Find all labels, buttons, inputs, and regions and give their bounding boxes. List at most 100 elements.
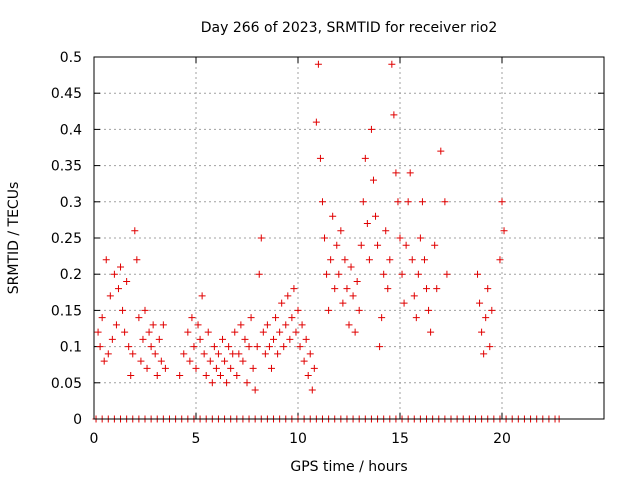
data-point	[180, 350, 188, 358]
x-tick-label: 10	[289, 431, 307, 447]
data-point	[367, 125, 375, 133]
data-point	[123, 277, 131, 285]
data-point	[420, 256, 428, 264]
data-point	[184, 328, 192, 336]
data-point	[296, 343, 304, 351]
data-point	[208, 379, 216, 387]
data-point	[137, 357, 145, 365]
data-marks	[92, 60, 563, 423]
y-tick-label: 0.2	[60, 267, 82, 283]
data-point	[292, 328, 300, 336]
grid-layer	[94, 57, 604, 419]
y-tick-label: 0.45	[51, 86, 82, 102]
y-tick-label: 0.05	[51, 376, 82, 392]
data-point	[125, 343, 133, 351]
data-point	[249, 364, 257, 372]
data-point	[133, 256, 141, 264]
data-point	[294, 306, 302, 314]
data-point	[225, 343, 233, 351]
data-point	[96, 343, 104, 351]
data-point	[261, 350, 269, 358]
data-point	[337, 227, 345, 235]
data-point	[155, 335, 163, 343]
data-point	[190, 343, 198, 351]
data-point	[359, 198, 367, 206]
data-point	[117, 263, 125, 271]
data-point	[223, 379, 231, 387]
data-point	[278, 299, 286, 307]
data-point	[482, 314, 490, 322]
data-point	[480, 350, 488, 358]
data-point	[251, 386, 259, 394]
data-point	[476, 299, 484, 307]
data-point	[100, 357, 108, 365]
data-point	[139, 335, 147, 343]
y-tick-label: 0.3	[60, 195, 82, 211]
y-tick-label: 0.4	[60, 122, 82, 138]
data-point	[388, 60, 396, 68]
data-point	[233, 372, 241, 380]
data-point	[270, 335, 278, 343]
data-point	[384, 285, 392, 293]
y-tick-label: 0.1	[60, 340, 82, 356]
data-point	[141, 306, 149, 314]
data-point	[351, 328, 359, 336]
data-point	[357, 241, 365, 249]
data-point	[274, 350, 282, 358]
data-point	[418, 198, 426, 206]
data-point	[104, 350, 112, 358]
data-point	[108, 335, 116, 343]
data-point	[365, 256, 373, 264]
data-point	[131, 227, 139, 235]
data-point	[404, 198, 412, 206]
data-point	[329, 212, 337, 220]
data-point	[265, 343, 273, 351]
data-point	[243, 379, 251, 387]
data-point	[127, 372, 135, 380]
data-point	[410, 292, 418, 300]
data-point	[106, 292, 114, 300]
tick-layer: 0 0.05 0.1 0.15 0.2 0.25 0.3 0.35 0.4 0.45 0.5 0 5 10…	[51, 50, 604, 447]
data-point	[149, 321, 157, 329]
data-point	[312, 118, 320, 126]
data-point	[310, 364, 318, 372]
data-point	[98, 314, 106, 322]
data-point	[302, 335, 310, 343]
data-point	[231, 328, 239, 336]
data-point	[333, 241, 341, 249]
data-point	[253, 343, 261, 351]
data-point	[396, 234, 404, 242]
data-point	[372, 212, 380, 220]
data-point	[186, 357, 194, 365]
data-point	[433, 285, 441, 293]
data-point	[237, 321, 245, 329]
data-point	[194, 321, 202, 329]
data-point	[414, 270, 422, 278]
data-point	[390, 111, 398, 119]
y-axis-label: SRMTID / TECUs	[6, 182, 22, 295]
data-point	[416, 234, 424, 242]
data-point	[161, 364, 169, 372]
data-point	[147, 343, 155, 351]
data-point	[288, 314, 296, 322]
data-point	[380, 270, 388, 278]
data-point	[498, 198, 506, 206]
data-point	[210, 343, 218, 351]
data-point	[300, 357, 308, 365]
data-point	[353, 277, 361, 285]
data-point	[245, 343, 253, 351]
data-point	[331, 285, 339, 293]
data-point	[423, 285, 431, 293]
data-point	[200, 350, 208, 358]
data-point	[408, 256, 416, 264]
x-tick-label: 0	[90, 431, 99, 447]
data-point	[339, 299, 347, 307]
data-point	[314, 60, 322, 68]
data-point	[151, 350, 159, 358]
data-point	[298, 321, 306, 329]
data-point	[102, 256, 110, 264]
data-point	[267, 364, 275, 372]
data-point	[318, 198, 326, 206]
data-point	[221, 357, 229, 365]
data-point	[157, 357, 165, 365]
